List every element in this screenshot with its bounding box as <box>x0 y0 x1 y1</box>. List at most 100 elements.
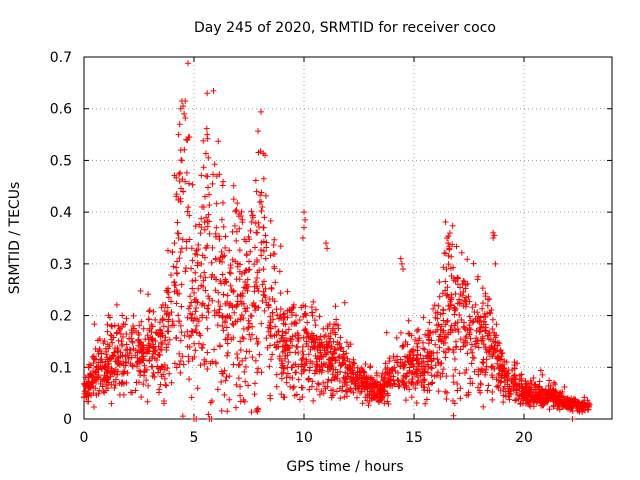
data-point <box>467 335 474 342</box>
data-point <box>442 218 449 225</box>
data-point <box>199 345 206 352</box>
data-point <box>405 330 412 337</box>
data-point <box>452 366 459 373</box>
data-point <box>576 404 583 411</box>
data-point <box>98 356 105 363</box>
data-point <box>99 383 106 390</box>
data-point <box>251 288 258 295</box>
data-point <box>300 334 307 341</box>
data-point <box>438 323 445 330</box>
data-point <box>463 333 470 340</box>
data-point <box>243 267 250 274</box>
data-point <box>259 297 266 304</box>
data-point <box>565 397 572 404</box>
data-point <box>112 345 119 352</box>
data-point <box>273 343 280 350</box>
data-point <box>186 236 193 243</box>
data-point <box>194 251 201 258</box>
data-point <box>125 355 132 362</box>
data-point <box>301 311 308 318</box>
data-point <box>303 312 310 319</box>
data-point <box>146 358 153 365</box>
data-point <box>412 336 419 343</box>
data-point <box>555 400 562 407</box>
data-point <box>546 377 553 384</box>
data-point <box>446 245 453 252</box>
data-point <box>289 364 296 371</box>
data-point <box>293 369 300 376</box>
data-point <box>96 335 103 342</box>
data-point <box>351 364 358 371</box>
data-point <box>482 314 489 321</box>
data-point <box>313 386 320 393</box>
data-point <box>485 336 492 343</box>
data-point <box>232 208 239 215</box>
data-point <box>471 354 478 361</box>
data-point <box>88 372 95 379</box>
data-point <box>550 402 557 409</box>
data-point <box>105 345 112 352</box>
x-tick-label: 15 <box>405 430 423 446</box>
data-point <box>218 216 225 223</box>
data-point <box>482 344 489 351</box>
data-point <box>323 351 330 358</box>
data-point <box>400 343 407 350</box>
data-point <box>103 368 110 375</box>
data-point <box>132 387 139 394</box>
data-point <box>310 397 317 404</box>
data-point <box>223 324 230 331</box>
data-point <box>442 354 449 361</box>
data-point <box>261 307 268 314</box>
data-point <box>413 340 420 347</box>
data-point <box>435 369 442 376</box>
data-point <box>194 259 201 266</box>
data-point <box>112 366 119 373</box>
data-point <box>333 316 340 323</box>
data-point <box>212 276 219 283</box>
data-point <box>514 360 521 367</box>
data-point <box>436 279 443 286</box>
data-point <box>281 314 288 321</box>
data-point <box>305 376 312 383</box>
data-point <box>230 321 237 328</box>
data-point <box>151 355 158 362</box>
data-point <box>446 230 453 237</box>
data-point <box>158 339 165 346</box>
data-point <box>246 236 253 243</box>
data-point <box>301 209 307 216</box>
data-point <box>518 375 525 382</box>
data-point <box>564 400 571 407</box>
data-point <box>98 350 105 357</box>
data-point <box>248 218 255 225</box>
data-point <box>203 172 210 179</box>
data-point <box>110 352 117 359</box>
data-point <box>424 349 431 356</box>
data-point <box>204 325 211 332</box>
data-point <box>211 346 218 353</box>
data-point <box>331 321 338 328</box>
data-point <box>257 148 264 155</box>
data-point <box>425 381 432 388</box>
data-point <box>409 369 416 376</box>
data-point <box>425 340 432 347</box>
data-point <box>441 333 448 340</box>
data-point <box>271 236 278 243</box>
data-point <box>360 369 367 376</box>
data-point <box>311 335 318 342</box>
data-point <box>424 387 431 394</box>
data-point <box>423 396 430 403</box>
data-point <box>310 298 317 305</box>
data-point <box>200 203 207 210</box>
data-point <box>222 244 229 251</box>
data-point <box>270 316 277 323</box>
data-point <box>94 374 101 381</box>
data-point <box>495 372 502 379</box>
plot-frame <box>83 56 613 420</box>
data-point <box>271 298 278 305</box>
data-point <box>440 340 447 347</box>
data-point <box>261 278 268 285</box>
data-point <box>414 356 421 363</box>
data-point <box>240 315 247 322</box>
data-point <box>503 371 510 378</box>
data-point <box>443 373 450 380</box>
